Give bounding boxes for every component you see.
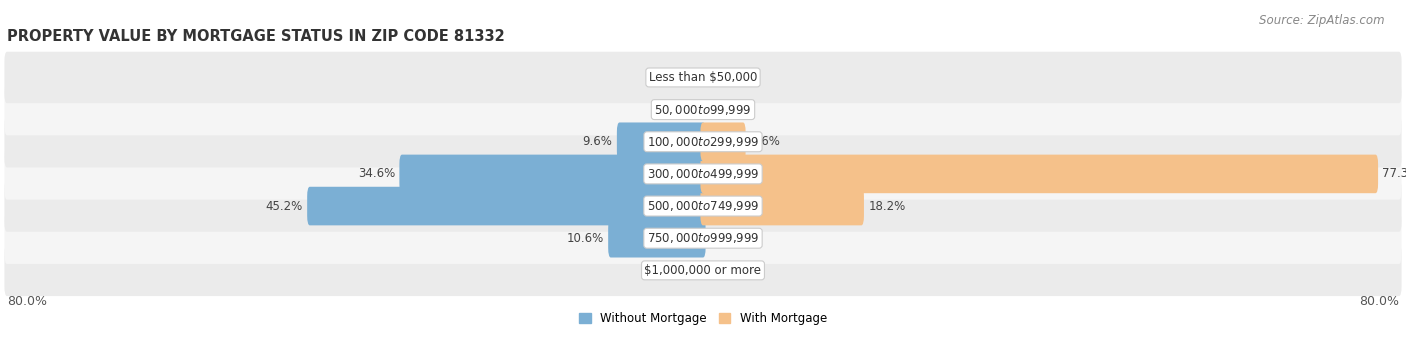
FancyBboxPatch shape	[4, 212, 1402, 264]
Text: 0.0%: 0.0%	[666, 103, 696, 116]
FancyBboxPatch shape	[399, 154, 706, 193]
Text: 0.0%: 0.0%	[710, 103, 740, 116]
Text: $1,000,000 or more: $1,000,000 or more	[644, 264, 762, 277]
FancyBboxPatch shape	[617, 122, 706, 161]
Text: 9.6%: 9.6%	[582, 135, 613, 148]
Text: 45.2%: 45.2%	[266, 199, 302, 212]
Legend: Without Mortgage, With Mortgage: Without Mortgage, With Mortgage	[574, 308, 832, 330]
Text: $100,000 to $299,999: $100,000 to $299,999	[647, 135, 759, 149]
Text: Less than $50,000: Less than $50,000	[648, 71, 758, 84]
Text: 80.0%: 80.0%	[1360, 295, 1399, 309]
Text: 4.6%: 4.6%	[749, 135, 780, 148]
Text: 10.6%: 10.6%	[567, 232, 603, 245]
Text: 0.0%: 0.0%	[710, 264, 740, 277]
FancyBboxPatch shape	[4, 116, 1402, 167]
Text: Source: ZipAtlas.com: Source: ZipAtlas.com	[1260, 14, 1385, 27]
FancyBboxPatch shape	[609, 219, 706, 257]
Text: $50,000 to $99,999: $50,000 to $99,999	[654, 103, 752, 117]
Text: 0.0%: 0.0%	[710, 71, 740, 84]
Text: $500,000 to $749,999: $500,000 to $749,999	[647, 199, 759, 213]
Text: PROPERTY VALUE BY MORTGAGE STATUS IN ZIP CODE 81332: PROPERTY VALUE BY MORTGAGE STATUS IN ZIP…	[7, 29, 505, 44]
Text: 0.0%: 0.0%	[666, 71, 696, 84]
FancyBboxPatch shape	[700, 122, 745, 161]
Text: 0.0%: 0.0%	[710, 232, 740, 245]
FancyBboxPatch shape	[700, 187, 863, 225]
Text: $300,000 to $499,999: $300,000 to $499,999	[647, 167, 759, 181]
Text: 80.0%: 80.0%	[7, 295, 46, 309]
FancyBboxPatch shape	[4, 244, 1402, 296]
Text: 0.0%: 0.0%	[666, 264, 696, 277]
Text: 77.3%: 77.3%	[1382, 167, 1406, 180]
Text: 18.2%: 18.2%	[869, 199, 905, 212]
FancyBboxPatch shape	[4, 52, 1402, 103]
Text: $750,000 to $999,999: $750,000 to $999,999	[647, 231, 759, 245]
FancyBboxPatch shape	[700, 154, 1378, 193]
Text: 34.6%: 34.6%	[357, 167, 395, 180]
FancyBboxPatch shape	[4, 180, 1402, 232]
FancyBboxPatch shape	[307, 187, 706, 225]
FancyBboxPatch shape	[4, 148, 1402, 199]
FancyBboxPatch shape	[4, 84, 1402, 135]
